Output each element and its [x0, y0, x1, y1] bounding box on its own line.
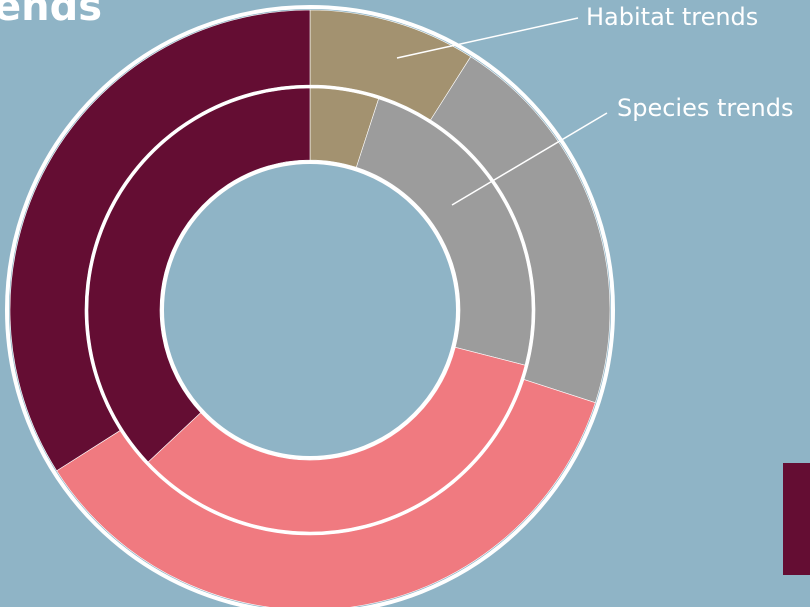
slice-outer-3 [9, 9, 311, 472]
slice-inner-2 [147, 346, 526, 533]
ring-divider-outer-edge [5, 5, 615, 607]
ring-divider-inner-edge [160, 160, 460, 460]
callout-label-species-trends: Species trends [617, 94, 794, 122]
callout-line-habitat-trends [396, 17, 579, 59]
slice-inner-1 [355, 98, 533, 366]
callout-label-habitat-trends: Habitat trends [586, 3, 759, 31]
slice-inner-3 [87, 87, 311, 463]
slice-outer-2 [56, 379, 596, 607]
page-title: ends [0, 0, 103, 30]
callout-line-species-trends [451, 112, 608, 206]
ring-divider-ring-gap [84, 84, 536, 536]
legend-swatch [783, 463, 810, 575]
